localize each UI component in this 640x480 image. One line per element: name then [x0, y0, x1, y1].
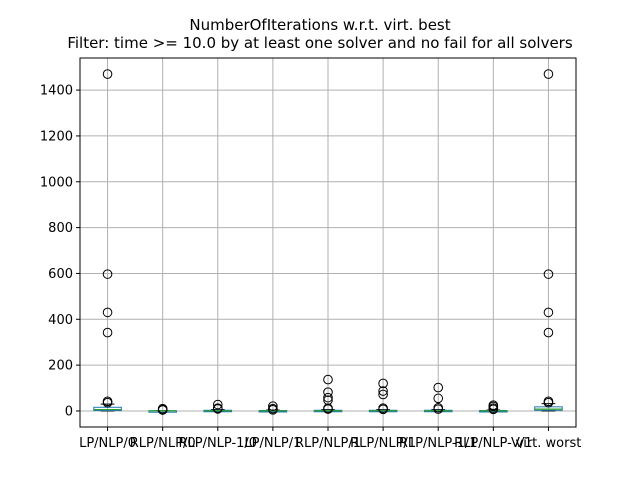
- x-tick-label: RLP/NLP/1: [350, 436, 416, 451]
- y-tick-label: 400: [48, 313, 73, 328]
- box-item: [368, 378, 398, 415]
- flier-point: [378, 404, 388, 415]
- x-tick-label: RLP/NLP-1/0: [178, 436, 257, 451]
- chart-title: NumberOfIterations w.r.t. virt. best: [189, 16, 451, 34]
- flier-point: [323, 404, 333, 414]
- box-item: [534, 69, 563, 412]
- box-item: [93, 69, 122, 412]
- flier-point: [543, 307, 554, 318]
- flier-point: [433, 382, 444, 393]
- flier-point: [543, 69, 554, 79]
- y-tick-label: 1400: [40, 84, 73, 99]
- box-item: [148, 403, 177, 415]
- box-item: [479, 400, 508, 415]
- box-item: [423, 382, 453, 414]
- plot-frame: [79, 57, 577, 428]
- x-tick-label: virt. worst: [516, 436, 582, 451]
- flier-point: [323, 387, 333, 397]
- x-tick-label: LP/NLP/1: [244, 436, 301, 451]
- box-item: [203, 399, 233, 414]
- x-tick-label: LP/NLP/0: [79, 436, 136, 451]
- flier-point: [433, 404, 444, 414]
- x-tick-label: RLP/NLP-V/1: [454, 436, 533, 451]
- flier-point: [102, 307, 113, 318]
- flier-point: [102, 269, 113, 279]
- flier-point: [157, 405, 168, 415]
- chart-subtitle: Filter: time >= 10.0 by at least one sol…: [67, 34, 573, 52]
- flier-point: [102, 327, 113, 338]
- y-tick-label: 800: [48, 221, 73, 236]
- y-tick-label: 1200: [40, 129, 73, 144]
- axes: 0200400600800100012001400LP/NLP/0RLP/NLP…: [40, 57, 582, 451]
- flier-point: [378, 389, 388, 400]
- flier-point: [212, 399, 223, 410]
- y-tick-label: 1000: [40, 175, 73, 190]
- box-item: [258, 401, 288, 415]
- x-tick-label: RLP/NLP/0: [130, 436, 196, 451]
- grid-lines: [80, 58, 576, 427]
- x-tick-label: RLP/NLP/1: [295, 436, 361, 451]
- y-tick-label: 600: [48, 267, 73, 282]
- flier-point: [378, 386, 388, 396]
- flier-point: [488, 404, 499, 415]
- flier-point: [323, 374, 333, 385]
- y-tick-label: 200: [48, 359, 73, 374]
- flier-point: [378, 378, 388, 389]
- flier-point: [543, 327, 554, 338]
- flier-point: [543, 269, 554, 279]
- flier-point: [212, 404, 223, 414]
- flier-point: [323, 392, 333, 403]
- flier-point: [543, 397, 554, 408]
- box-item: [313, 374, 343, 414]
- flier-point: [102, 69, 113, 79]
- flier-point: [433, 393, 444, 404]
- flier-point: [102, 397, 113, 408]
- x-tick-label: RLP/NLP-1/1: [399, 436, 478, 451]
- y-tick-label: 0: [65, 404, 73, 419]
- box-plot-series: [93, 69, 563, 415]
- flier-point: [268, 405, 278, 415]
- flier-point: [268, 401, 278, 411]
